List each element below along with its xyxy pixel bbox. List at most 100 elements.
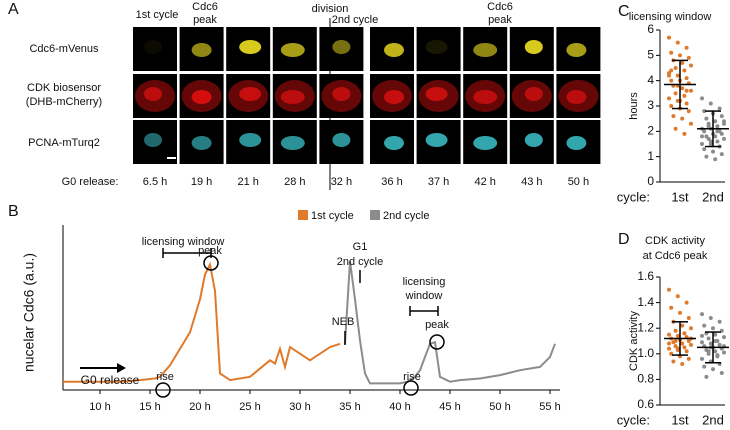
cell-nucleus <box>332 87 351 101</box>
annotation: licensing window <box>142 236 225 248</box>
cell-nucleus <box>191 90 212 104</box>
annotation: rise <box>403 371 421 383</box>
data-point <box>715 129 720 134</box>
data-point <box>689 342 693 347</box>
legend-swatch <box>370 210 380 220</box>
data-point <box>689 88 693 93</box>
data-point <box>706 349 711 354</box>
data-point <box>667 346 671 351</box>
data-point <box>669 305 674 310</box>
time: 6.5 h <box>143 176 167 188</box>
data-point <box>673 126 678 131</box>
arrow-head <box>117 363 126 373</box>
cell-nucleus <box>425 87 448 101</box>
cell-nucleus <box>473 136 498 150</box>
data-point <box>680 86 685 91</box>
cell-nucleus <box>425 40 448 54</box>
data-point <box>686 315 691 320</box>
cell-nucleus <box>566 43 587 57</box>
cell-nucleus <box>566 136 587 150</box>
data-point <box>702 364 707 369</box>
cell-nucleus <box>473 43 498 57</box>
y-axis-label: hours <box>628 92 640 120</box>
time: 21 h <box>237 176 258 188</box>
y-tick-label: 1.0 <box>637 346 654 360</box>
time-label: G0 release: <box>62 176 119 188</box>
time: 28 h <box>284 176 305 188</box>
x-tick-label: 20 h <box>189 401 210 413</box>
data-point <box>680 362 685 367</box>
data-point <box>680 116 685 121</box>
cell-nucleus <box>144 40 162 54</box>
data-point <box>669 68 674 73</box>
cell-nucleus <box>384 90 404 104</box>
x-axis-label: cycle: <box>617 189 650 204</box>
data-point <box>673 328 678 333</box>
data-point <box>671 114 676 119</box>
data-point <box>673 91 678 96</box>
data-point <box>715 124 720 129</box>
series-line <box>344 261 556 385</box>
column-header: 1st cycle <box>136 9 179 21</box>
annotation: G1 <box>353 241 368 253</box>
cell-nucleus <box>191 43 212 57</box>
panel-label: C <box>618 3 630 20</box>
x-tick-label: 35 h <box>339 401 360 413</box>
y-tick-label: 6 <box>647 22 654 36</box>
chart-title: at Cdc6 peak <box>643 250 708 262</box>
y-tick-label: 4 <box>647 73 654 87</box>
data-point <box>711 149 715 154</box>
cell-nucleus <box>280 43 305 57</box>
annotation: NEB <box>332 316 355 328</box>
x-tick-label: 45 h <box>439 401 460 413</box>
time: 37 h <box>428 176 449 188</box>
column-header: Cdc6 <box>192 1 218 13</box>
data-point <box>667 332 671 337</box>
data-point <box>700 340 704 345</box>
data-point <box>700 142 704 146</box>
row-label: Cdc6-mVenus <box>29 43 99 55</box>
data-point <box>686 55 691 60</box>
data-point <box>706 336 711 341</box>
highlight-circle <box>203 255 219 271</box>
data-point <box>722 136 726 141</box>
data-point <box>704 116 709 121</box>
data-point <box>689 326 693 331</box>
annotation: rise <box>156 371 174 383</box>
data-point <box>675 346 680 351</box>
data-point <box>667 96 671 101</box>
annotation: licensing <box>403 276 446 288</box>
data-point <box>684 45 689 50</box>
data-point <box>689 121 693 126</box>
y-tick-label: 3 <box>647 98 654 112</box>
data-point <box>715 353 720 358</box>
cell-nucleus <box>524 87 543 101</box>
data-point <box>675 333 680 338</box>
time: 32 h <box>331 176 352 188</box>
x-tick-label: 10 h <box>89 401 110 413</box>
data-point <box>713 332 718 337</box>
data-point <box>686 109 691 114</box>
data-point <box>702 129 707 134</box>
x-tick-label: 1st <box>671 189 689 204</box>
panel-label: B <box>8 203 19 220</box>
y-tick-label: 1.2 <box>637 320 654 334</box>
data-point <box>719 131 724 136</box>
data-point <box>700 333 704 338</box>
data-point <box>700 134 704 139</box>
row-label: PCNA-mTurq2 <box>28 137 100 149</box>
data-point <box>675 73 680 78</box>
cell-nucleus <box>239 87 262 101</box>
data-point <box>667 341 671 346</box>
data-point <box>717 319 722 324</box>
series-line <box>63 261 341 383</box>
data-point <box>678 53 682 58</box>
y-tick-label: 0.6 <box>637 397 654 411</box>
data-point <box>708 139 713 144</box>
y-tick-label: 5 <box>647 48 654 62</box>
highlight-circle <box>403 380 419 396</box>
data-point <box>667 35 671 40</box>
cell-nucleus <box>384 136 404 150</box>
data-point <box>684 300 689 305</box>
